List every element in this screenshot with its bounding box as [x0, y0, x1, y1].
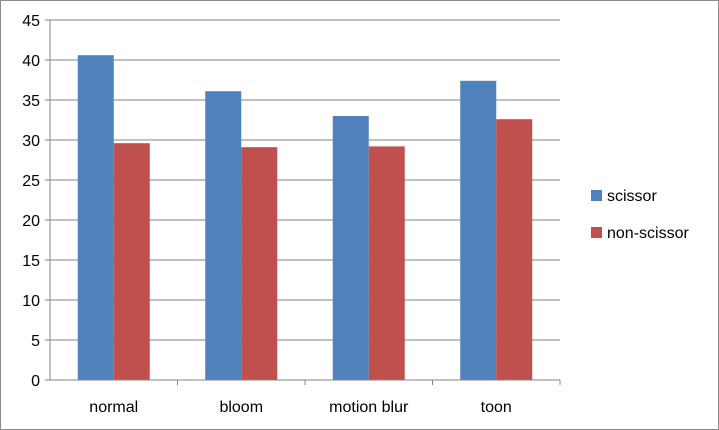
x-tick-label: normal: [89, 399, 138, 416]
x-axis-ticks: normal bloom motion blur toon: [89, 380, 561, 416]
legend: scissor non-scissor: [591, 188, 689, 242]
y-tick-label: 15: [22, 253, 40, 270]
y-tick-label: 30: [22, 133, 40, 150]
bar-scissor-normal: [77, 55, 114, 380]
bar-non-scissor-normal: [113, 143, 150, 380]
y-tick-label: 10: [22, 293, 40, 310]
x-tick-label: toon: [481, 399, 512, 416]
legend-label-non-scissor: non-scissor: [607, 225, 689, 242]
legend-swatch-scissor: [591, 190, 602, 201]
bars: [77, 55, 533, 381]
bar-scissor-toon: [460, 80, 497, 381]
bar-non-scissor-toon: [496, 119, 533, 380]
y-axis-ticks: 0 5 10 15 20 25 30 35 40 45: [22, 13, 50, 390]
bar-scissor-motion-blur: [332, 116, 369, 380]
bar-non-scissor-motion-blur: [368, 146, 405, 380]
x-tick-label: motion blur: [329, 399, 409, 416]
y-tick-label: 0: [31, 373, 40, 390]
bar-non-scissor-bloom: [241, 147, 278, 380]
y-tick-label: 5: [31, 333, 40, 350]
y-tick-label: 40: [22, 53, 40, 70]
legend-swatch-non-scissor: [591, 227, 602, 238]
y-tick-label: 20: [22, 213, 40, 230]
legend-label-scissor: scissor: [607, 188, 657, 205]
y-tick-label: 45: [22, 13, 40, 30]
x-tick-label: bloom: [219, 399, 263, 416]
y-tick-label: 25: [22, 173, 40, 190]
bar-scissor-bloom: [205, 91, 242, 380]
y-tick-label: 35: [22, 93, 40, 110]
